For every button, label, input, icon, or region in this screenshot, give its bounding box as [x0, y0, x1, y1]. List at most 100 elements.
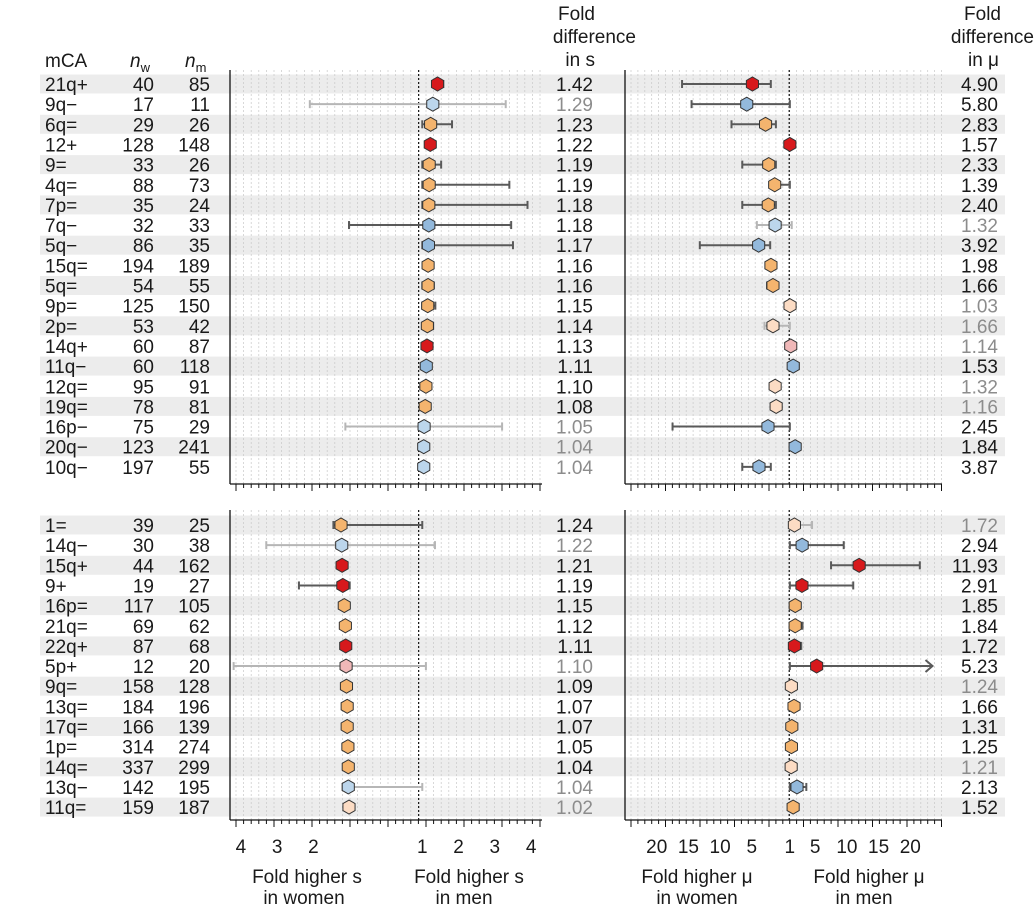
row-nw-value: 33	[133, 156, 154, 177]
row-mca-label: 5q−	[45, 236, 77, 257]
header-s-line1: Fold	[558, 4, 595, 25]
row-s-fold-label: 1.24	[556, 516, 593, 537]
row-mca-label: 16p=	[45, 597, 88, 618]
row-mca-label: 14q−	[45, 536, 88, 557]
row-mca-label: 9q=	[45, 677, 77, 698]
mu-point	[764, 257, 778, 273]
header-mu-line2: difference	[951, 27, 1034, 48]
mu-point	[785, 718, 799, 735]
s-point	[419, 358, 433, 374]
row-mca-label: 6q=	[45, 115, 77, 136]
row-mu-fold-label: 2.13	[961, 778, 998, 799]
s-point	[430, 76, 445, 92]
s-point	[339, 658, 353, 674]
row-mu-fold-label: 1.24	[961, 677, 998, 698]
row-nm-value: 35	[189, 236, 210, 257]
row-mu-fold-label: 1.21	[961, 758, 998, 779]
mu-point	[795, 537, 809, 553]
row-nm-value: 241	[178, 438, 210, 459]
row-nw-value: 88	[133, 176, 154, 197]
row-mu-fold-label: 2.33	[961, 156, 998, 177]
row-nm-value: 26	[189, 156, 210, 177]
row-mca-label: 5p+	[45, 657, 77, 678]
header-nm: nm	[185, 51, 206, 75]
row-mu-fold-label: 1.53	[961, 357, 998, 378]
row-mu-fold-label: 1.98	[961, 256, 998, 277]
row-nm-value: 24	[189, 196, 211, 217]
row-mu-fold-label: 1.32	[961, 216, 998, 237]
row-s-fold-label: 1.15	[556, 597, 593, 618]
row-nw-value: 29	[133, 115, 154, 136]
row-mca-label: 19q=	[45, 397, 88, 418]
mu-point	[788, 598, 802, 614]
row-mca-label: 4q=	[45, 176, 77, 197]
row-s-fold-label: 1.04	[556, 458, 593, 479]
row-mca-label: 7p=	[45, 196, 77, 217]
row-mu-fold-label: 1.66	[961, 317, 998, 338]
s-point	[421, 237, 436, 253]
mu-point	[759, 116, 773, 132]
mu-point	[787, 517, 801, 533]
row-nw-value: 75	[133, 418, 154, 439]
row-mu-fold-label: 1.66	[961, 697, 998, 718]
row-mca-label: 20q−	[45, 438, 88, 459]
row-s-fold-label: 1.16	[556, 277, 593, 298]
mu-point	[784, 338, 798, 354]
row-s-fold-label: 1.05	[556, 738, 593, 759]
mu-point	[766, 318, 780, 334]
s-point	[422, 157, 436, 173]
mu-point	[784, 739, 798, 755]
row-mca-label: 9+	[45, 576, 67, 597]
row-nm-value: 42	[189, 317, 210, 338]
row-mca-label: 21q=	[45, 617, 88, 638]
row-stripe	[40, 74, 1005, 94]
s-point	[335, 557, 349, 573]
row-nm-value: 26	[189, 115, 210, 136]
row-s-fold-label: 1.22	[556, 135, 593, 156]
row-nm-value: 299	[178, 758, 210, 779]
row-mca-label: 17q=	[45, 718, 88, 739]
row-mca-label: 15q+	[45, 556, 88, 577]
s-point	[426, 96, 440, 112]
row-nm-value: 55	[189, 277, 210, 298]
mu-point	[783, 298, 797, 314]
row-mca-label: 13q−	[45, 778, 88, 799]
row-s-fold-label: 1.07	[556, 718, 593, 739]
row-s-fold-label: 1.11	[557, 357, 593, 378]
row-nm-value: 196	[178, 697, 210, 718]
s-point	[337, 598, 351, 614]
row-mca-label: 21q+	[45, 75, 88, 96]
row-s-fold-label: 1.09	[556, 677, 593, 698]
mu-point	[788, 439, 802, 455]
mu-tick-label: 20	[646, 837, 667, 858]
row-mca-label: 12+	[45, 135, 77, 156]
row-nw-value: 19	[133, 576, 154, 597]
row-nw-value: 197	[122, 458, 154, 479]
header-nw: nw	[130, 51, 151, 75]
row-mu-fold-label: 1.16	[961, 397, 998, 418]
row-mu-fold-label: 5.80	[961, 95, 998, 116]
row-nm-value: 33	[189, 216, 210, 237]
row-mu-fold-label: 1.57	[961, 135, 998, 156]
mu-point	[810, 658, 824, 674]
header-mu-line3: in μ	[968, 50, 999, 71]
row-nm-value: 11	[190, 95, 210, 116]
row-mca-label: 7q−	[45, 216, 77, 237]
row-s-fold-label: 1.07	[556, 697, 593, 718]
mu-point	[784, 759, 798, 775]
row-nm-value: 81	[189, 397, 210, 418]
mu-point	[786, 358, 800, 374]
row-nm-value: 91	[189, 377, 210, 398]
row-nm-value: 105	[178, 597, 210, 618]
row-s-fold-label: 1.13	[556, 337, 593, 358]
row-s-fold-label: 1.11	[557, 637, 593, 658]
row-nw-value: 12	[133, 657, 154, 678]
mu-point	[769, 398, 783, 414]
s-point	[338, 618, 352, 634]
row-mu-fold-label: 1.14	[961, 337, 998, 358]
row-s-fold-label: 1.42	[556, 75, 593, 96]
xlabel-mu-women-line2: in women	[656, 888, 737, 909]
s-point	[419, 378, 433, 394]
row-nm-value: 87	[189, 337, 210, 358]
row-nw-value: 159	[122, 798, 154, 819]
